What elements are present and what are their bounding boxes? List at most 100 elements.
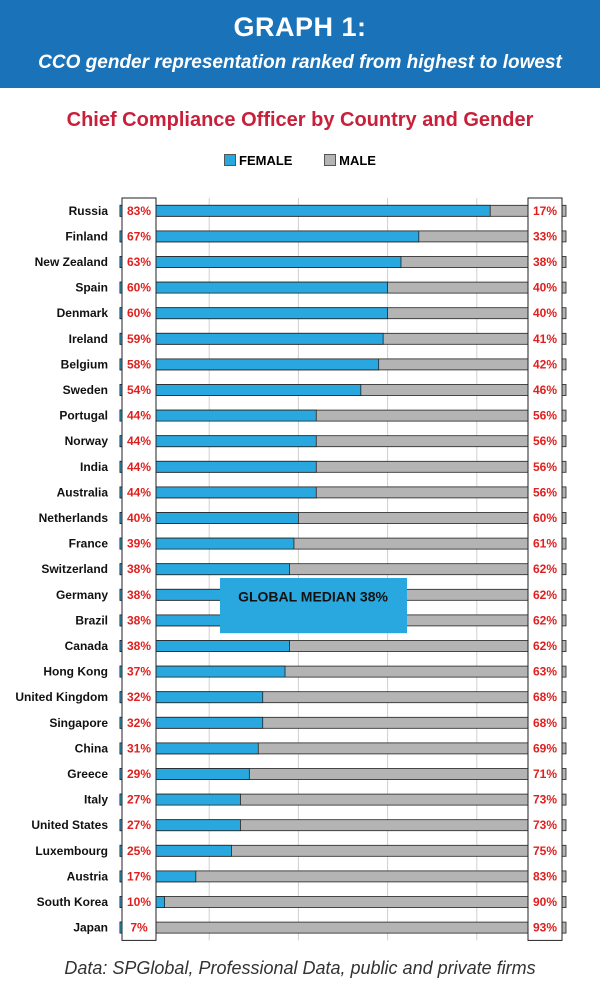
- male-percent-label: 62%: [533, 613, 557, 627]
- male-percent-label: 75%: [533, 844, 557, 858]
- male-percent-label: 68%: [533, 690, 557, 704]
- country-label: Finland: [65, 229, 108, 243]
- female-percent-label: 10%: [127, 895, 151, 909]
- female-percent-label: 38%: [127, 639, 151, 653]
- legend-swatch-male: [324, 154, 337, 166]
- male-percent-label: 42%: [533, 357, 557, 371]
- female-percent-label: 37%: [127, 665, 151, 679]
- bar-female: [119, 844, 232, 857]
- bar-male: [119, 896, 567, 908]
- country-label: United Kingdom: [15, 690, 108, 704]
- female-percent-label: 31%: [127, 741, 151, 755]
- female-percent-label: 44%: [127, 485, 151, 499]
- bar-female: [119, 281, 389, 294]
- female-percent-label: 83%: [127, 204, 151, 218]
- male-percent-label: 46%: [533, 383, 557, 397]
- country-label: Switzerland: [41, 562, 108, 576]
- female-percent-label: 58%: [127, 357, 151, 371]
- global-median-box: [220, 578, 407, 634]
- country-label: Denmark: [57, 306, 109, 320]
- female-percent-label: 27%: [127, 793, 151, 807]
- female-percent-label: 67%: [127, 229, 151, 243]
- global-median-label: GLOBAL MEDIAN 38%: [238, 589, 388, 605]
- country-label: Luxembourg: [35, 844, 108, 858]
- legend-swatch-female: [224, 154, 237, 166]
- bar-female: [119, 460, 317, 473]
- female-percent-label: 39%: [127, 537, 151, 551]
- country-label: Hong Kong: [43, 665, 108, 679]
- female-percent-label: 32%: [127, 716, 151, 730]
- bar-female: [119, 384, 362, 396]
- female-percent-label: 63%: [127, 255, 151, 269]
- country-label: Ireland: [69, 332, 108, 346]
- female-percent-label: 44%: [127, 434, 151, 448]
- male-percent-label: 62%: [533, 588, 557, 602]
- country-label: Portugal: [59, 409, 108, 423]
- country-label: Greece: [67, 767, 108, 781]
- country-label: Brazil: [75, 613, 108, 627]
- country-label: Sweden: [63, 383, 108, 397]
- bar-male: [119, 921, 567, 934]
- country-label: Germany: [56, 588, 108, 602]
- female-percent-label: 44%: [127, 409, 151, 423]
- male-percent-label: 62%: [533, 639, 557, 653]
- bar-female: [119, 537, 295, 550]
- country-label: Russia: [69, 204, 109, 218]
- male-percent-label: 61%: [533, 537, 557, 551]
- male-percent-label: 73%: [533, 793, 557, 807]
- header-banner: GRAPH 1: CCO gender representation ranke…: [0, 0, 600, 88]
- chart-legend: FEMALE MALE: [0, 153, 600, 168]
- male-label-column: [527, 197, 563, 941]
- bar-female: [119, 486, 317, 499]
- male-percent-label: 41%: [533, 332, 557, 346]
- female-percent-label: 38%: [127, 562, 151, 576]
- graph-subtitle: CCO gender representation ranked from hi…: [38, 52, 562, 73]
- male-percent-label: 83%: [533, 869, 557, 883]
- bar-female: [119, 230, 420, 243]
- male-percent-label: 38%: [533, 255, 557, 269]
- legend-label-female: FEMALE: [239, 153, 293, 168]
- chart-title: Chief Compliance Officer by Country and …: [66, 109, 534, 131]
- female-percent-label: 32%: [127, 690, 151, 704]
- female-percent-label: 7%: [130, 921, 148, 935]
- country-label: Austria: [67, 869, 109, 883]
- bar-female: [119, 256, 402, 268]
- bar-female: [119, 512, 299, 524]
- male-percent-label: 56%: [533, 434, 557, 448]
- female-label-column: [121, 197, 157, 941]
- male-percent-label: 40%: [533, 281, 557, 295]
- bar-female: [119, 563, 290, 576]
- female-percent-label: 54%: [127, 383, 151, 397]
- bar-female: [119, 691, 264, 704]
- legend-label-male: MALE: [339, 153, 376, 168]
- country-label: Norway: [65, 434, 109, 448]
- female-percent-label: 25%: [127, 844, 151, 858]
- bar-female: [119, 307, 389, 320]
- male-percent-label: 60%: [533, 511, 557, 525]
- country-label: India: [80, 460, 108, 474]
- male-percent-label: 62%: [533, 562, 557, 576]
- male-percent-label: 68%: [533, 716, 557, 730]
- data-source-note: Data: SPGlobal, Professional Data, publi…: [64, 958, 536, 978]
- country-label: China: [75, 741, 109, 755]
- bar-female: [119, 332, 384, 345]
- bar-female: [119, 409, 317, 422]
- country-label: South Korea: [37, 895, 109, 909]
- bar-female: [119, 358, 380, 371]
- male-percent-label: 17%: [533, 204, 557, 218]
- country-label: Australia: [57, 485, 109, 499]
- female-percent-label: 17%: [127, 869, 151, 883]
- male-percent-label: 71%: [533, 767, 557, 781]
- bar-female: [119, 640, 290, 652]
- legend-item-female: FEMALE: [224, 153, 292, 168]
- female-percent-label: 40%: [127, 511, 151, 525]
- bar-female: [119, 819, 241, 832]
- male-percent-label: 56%: [533, 485, 557, 499]
- country-label: France: [69, 537, 109, 551]
- female-percent-label: 27%: [127, 818, 151, 832]
- female-percent-label: 60%: [127, 306, 151, 320]
- country-label: Netherlands: [39, 511, 109, 525]
- country-label: United States: [31, 818, 108, 832]
- country-label: Singapore: [49, 716, 108, 730]
- female-percent-label: 38%: [127, 588, 151, 602]
